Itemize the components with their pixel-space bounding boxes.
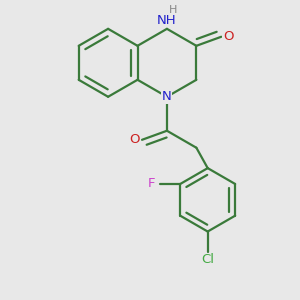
Text: NH: NH xyxy=(157,14,177,27)
Text: F: F xyxy=(148,178,156,190)
Text: Cl: Cl xyxy=(201,254,214,266)
Text: H: H xyxy=(168,4,177,15)
Text: O: O xyxy=(129,133,140,146)
Text: O: O xyxy=(223,30,233,43)
Text: N: N xyxy=(162,90,172,103)
